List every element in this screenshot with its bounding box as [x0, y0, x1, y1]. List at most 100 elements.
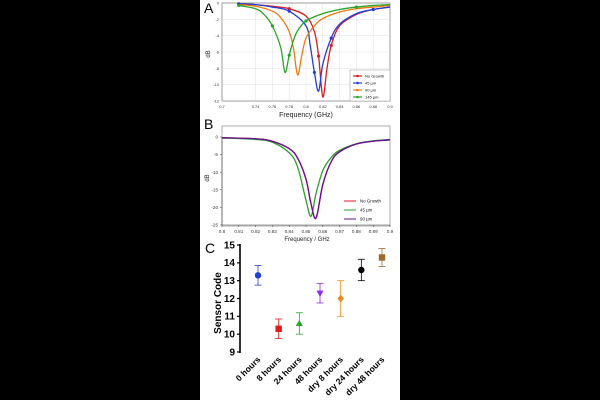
series-line — [238, 3, 391, 74]
y-tick-label: 9 — [229, 347, 235, 358]
y-tick-label: -4 — [215, 33, 219, 38]
data-point — [275, 325, 282, 333]
data-point — [358, 266, 365, 274]
x-tick-label: 0.88 — [352, 229, 361, 234]
panel-c-points — [254, 248, 386, 340]
x-tick-label: 0.87 — [335, 229, 344, 234]
series-2 — [238, 3, 391, 76]
x-tick-label: 0.82 — [251, 229, 260, 234]
legend-marker — [356, 81, 359, 85]
y-tick-label: 14 — [224, 258, 236, 269]
panel-b-ylabel: dB — [205, 174, 211, 181]
y-tick-label: 15 — [224, 240, 236, 251]
data-point — [317, 54, 321, 58]
data-point — [304, 19, 308, 23]
series-line — [238, 3, 391, 76]
y-tick-label: -15 — [211, 187, 218, 192]
x-tick-label: 0.88 — [369, 104, 378, 109]
data-point — [312, 70, 316, 75]
panel-c-ylabel: Sensor Code — [213, 272, 224, 334]
y-tick-label: -20 — [211, 205, 218, 210]
x-tick-label: 0.76 — [269, 104, 278, 109]
legend-label: 145 µm — [365, 95, 379, 100]
panel-a: A 0.7 0.74 0.76 0.78 0.8 0.82 0.84 0.86 0.88 0.90… — [204, 0, 394, 119]
y-tick-label: 12 — [224, 294, 236, 305]
legend-label: No Growth — [360, 199, 382, 204]
panel-a-label: A — [204, 0, 214, 16]
data-point-group — [275, 318, 283, 340]
x-tick-label: 0.8 — [303, 104, 309, 109]
series-3 — [237, 3, 391, 74]
y-tick-label: 0 — [217, 1, 220, 6]
data-point — [329, 36, 333, 40]
data-point — [287, 9, 291, 13]
legend-label: No Growth — [365, 74, 384, 79]
x-tick-label: 0.83 — [268, 229, 277, 234]
data-point — [270, 24, 274, 28]
x-tick-label: 0.9 — [387, 229, 394, 234]
x-tick-label: 0.86 — [318, 229, 327, 234]
data-point-group — [337, 280, 345, 317]
x-tick-label: 0.89 — [369, 229, 378, 234]
series-line-2 — [221, 137, 391, 220]
y-tick-label: 11 — [224, 312, 235, 323]
data-point — [371, 7, 375, 12]
legend-marker — [356, 74, 359, 78]
legend-label: 45 µm — [360, 208, 373, 213]
legend-marker — [356, 95, 359, 99]
panel-b: B 0.8 0.81 0.82 0.83 0.84 0.85 0.86 0.87 0.88 0.8… — [204, 116, 394, 243]
legend-label: 90 µm — [360, 217, 373, 222]
panel-a-series — [237, 2, 391, 98]
y-tick-label: -6 — [215, 50, 219, 55]
panel-b-ticks: 0.8 0.81 0.82 0.83 0.84 0.85 0.86 0.87 0.88 0.89 0… — [211, 135, 393, 234]
data-point — [287, 53, 291, 57]
panel-a-grid — [221, 2, 391, 102]
panel-c-label: C — [205, 240, 215, 256]
x-tick-label: 0.86 — [353, 104, 362, 109]
data-point — [337, 294, 344, 303]
data-point — [378, 254, 386, 261]
data-point — [329, 43, 333, 48]
x-tick-label: 0.7 — [219, 104, 225, 109]
y-tick-label: -2 — [215, 17, 219, 22]
x-tick-label: 0.85 — [302, 229, 311, 234]
data-point — [254, 272, 262, 279]
data-point — [354, 5, 358, 9]
y-tick-label: 0 — [215, 135, 218, 140]
panel-b-label: B — [204, 116, 213, 132]
x-tick-label: 0.84 — [336, 104, 345, 109]
panel-a-legend: No Growth 45 µm 90 µm 145 µm — [349, 69, 391, 102]
legend-label: 90 µm — [365, 88, 377, 93]
data-point-group — [254, 265, 262, 286]
y-tick-label: -5 — [214, 152, 219, 157]
x-tick-label: 0.84 — [285, 229, 294, 234]
data-point-group — [357, 258, 365, 282]
x-tick-label: 0.9 — [387, 104, 393, 109]
series-1 — [237, 2, 391, 92]
data-point — [237, 3, 241, 8]
data-point-group — [316, 282, 324, 304]
y-tick-label: -10 — [213, 82, 220, 87]
panel-a-ylabel: dB — [206, 50, 212, 57]
data-point — [287, 7, 291, 11]
data-point — [295, 319, 303, 327]
y-tick-label: -12 — [213, 99, 220, 104]
x-tick-label: 0.74 — [252, 104, 261, 109]
data-point-group — [295, 312, 303, 335]
data-point-group — [378, 248, 386, 267]
legend-label: 45 µm — [365, 81, 377, 86]
y-tick-label: 10 — [224, 330, 236, 341]
x-tick-label: 0.81 — [234, 229, 243, 234]
panel-a-xlabel: Frequency (GHz) — [279, 112, 333, 119]
y-tick-label: 13 — [224, 276, 236, 287]
x-tick-label: 0.82 — [319, 104, 328, 109]
y-tick-label: -8 — [215, 66, 219, 71]
series-line — [238, 3, 391, 92]
x-tick-label: 0.8 — [219, 229, 226, 234]
panel-b-series — [221, 137, 391, 220]
panel-b-legend: No Growth 45 µm 90 µm — [344, 199, 382, 222]
y-tick-label: -10 — [211, 170, 218, 175]
